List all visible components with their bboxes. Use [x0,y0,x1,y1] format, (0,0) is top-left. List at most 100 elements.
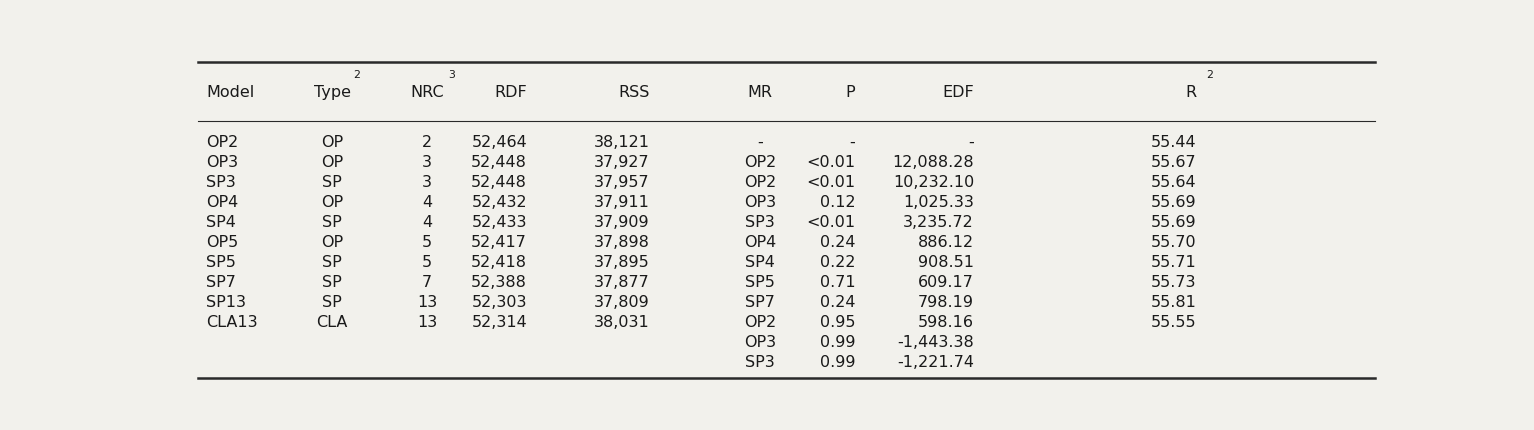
Text: 37,909: 37,909 [594,215,649,230]
Text: MR: MR [747,86,773,101]
Text: 886.12: 886.12 [917,235,974,250]
Text: Type: Type [313,86,351,101]
Text: EDF: EDF [942,86,974,101]
Text: P: P [845,86,854,101]
Text: 55.73: 55.73 [1150,275,1197,290]
Text: 55.69: 55.69 [1150,195,1197,210]
Text: 37,877: 37,877 [594,275,649,290]
Text: -1,221.74: -1,221.74 [897,355,974,370]
Text: 37,927: 37,927 [594,155,649,170]
Text: 5: 5 [422,255,433,270]
Text: NRC: NRC [410,86,443,101]
Text: 7: 7 [422,275,433,290]
Text: 52,388: 52,388 [471,275,528,290]
Text: <0.01: <0.01 [805,175,854,190]
Text: 55.69: 55.69 [1150,215,1197,230]
Text: 13: 13 [417,295,437,310]
Text: OP2: OP2 [206,135,238,150]
Text: -: - [968,135,974,150]
Text: -: - [758,135,762,150]
Text: 55.70: 55.70 [1150,235,1197,250]
Text: RDF: RDF [494,86,528,101]
Text: -1,443.38: -1,443.38 [897,335,974,350]
Text: 5: 5 [422,235,433,250]
Text: 4: 4 [422,195,433,210]
Text: 38,121: 38,121 [594,135,649,150]
Text: 0.99: 0.99 [819,355,854,370]
Text: 0.24: 0.24 [819,295,854,310]
Text: SP7: SP7 [206,275,236,290]
Text: 798.19: 798.19 [917,295,974,310]
Text: 52,448: 52,448 [471,175,528,190]
Text: SP13: SP13 [206,295,245,310]
Text: SP5: SP5 [206,255,236,270]
Text: 55.67: 55.67 [1150,155,1197,170]
Text: RSS: RSS [618,86,649,101]
Text: OP5: OP5 [206,235,238,250]
Text: CLA13: CLA13 [206,315,258,330]
Text: 0.71: 0.71 [819,275,854,290]
Text: <0.01: <0.01 [805,155,854,170]
Text: 3: 3 [448,70,456,80]
Text: 38,031: 38,031 [594,315,649,330]
Text: R: R [1186,86,1197,101]
Text: -: - [850,135,854,150]
Text: SP3: SP3 [206,175,236,190]
Text: SP3: SP3 [746,355,775,370]
Text: SP: SP [322,255,342,270]
Text: SP: SP [322,295,342,310]
Text: 52,417: 52,417 [471,235,528,250]
Text: 3,235.72: 3,235.72 [904,215,974,230]
Text: OP: OP [321,235,344,250]
Text: 37,957: 37,957 [594,175,649,190]
Text: 52,464: 52,464 [471,135,528,150]
Text: 55.71: 55.71 [1150,255,1197,270]
Text: 52,432: 52,432 [471,195,528,210]
Text: 55.55: 55.55 [1150,315,1197,330]
Text: SP: SP [322,275,342,290]
Text: OP2: OP2 [744,315,776,330]
Text: OP3: OP3 [206,155,238,170]
Text: 37,898: 37,898 [594,235,649,250]
Text: CLA: CLA [316,315,348,330]
Text: OP4: OP4 [744,235,776,250]
Text: 0.95: 0.95 [819,315,854,330]
Text: 52,303: 52,303 [471,295,528,310]
Text: 52,418: 52,418 [471,255,528,270]
Text: SP: SP [322,175,342,190]
Text: 1,025.33: 1,025.33 [904,195,974,210]
Text: SP7: SP7 [746,295,775,310]
Text: SP4: SP4 [206,215,236,230]
Text: 4: 4 [422,215,433,230]
Text: 0.24: 0.24 [819,235,854,250]
Text: 52,314: 52,314 [471,315,528,330]
Text: 55.81: 55.81 [1150,295,1197,310]
Text: OP: OP [321,135,344,150]
Text: 2: 2 [422,135,433,150]
Text: 37,895: 37,895 [594,255,649,270]
Text: SP5: SP5 [746,275,775,290]
Text: 0.12: 0.12 [819,195,854,210]
Text: <0.01: <0.01 [805,215,854,230]
Text: 3: 3 [422,175,433,190]
Text: 52,433: 52,433 [471,215,528,230]
Text: 609.17: 609.17 [919,275,974,290]
Text: 55.64: 55.64 [1150,175,1197,190]
Text: 908.51: 908.51 [917,255,974,270]
Text: OP3: OP3 [744,335,776,350]
Text: 13: 13 [417,315,437,330]
Text: OP: OP [321,195,344,210]
Text: OP4: OP4 [206,195,238,210]
Text: 2: 2 [353,70,360,80]
Text: 52,448: 52,448 [471,155,528,170]
Text: 2: 2 [1206,70,1213,80]
Text: 0.99: 0.99 [819,335,854,350]
Text: OP2: OP2 [744,175,776,190]
Text: OP: OP [321,155,344,170]
Text: 598.16: 598.16 [917,315,974,330]
Text: 10,232.10: 10,232.10 [893,175,974,190]
Text: OP2: OP2 [744,155,776,170]
Text: SP3: SP3 [746,215,775,230]
Text: 37,809: 37,809 [594,295,649,310]
Text: SP: SP [322,215,342,230]
